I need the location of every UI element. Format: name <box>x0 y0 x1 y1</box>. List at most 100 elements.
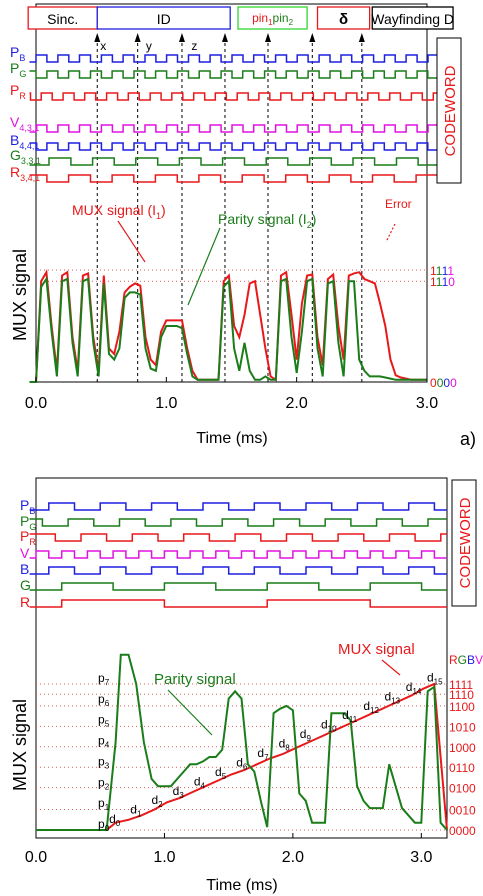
level-p-label: p7 <box>98 671 110 687</box>
channel-label-sub: R <box>19 91 26 101</box>
arrow-head <box>221 33 228 42</box>
level-digit: 1 <box>436 264 443 278</box>
level-label: 1110 <box>430 275 455 289</box>
channel-label-main: P <box>10 44 19 60</box>
channel-label-main: B <box>10 132 19 148</box>
level-digit: 1 <box>430 264 437 278</box>
x-tick-label: 0.0 <box>25 395 47 412</box>
channel-label-main: P <box>10 82 19 98</box>
channel-wave <box>29 142 454 151</box>
channel-label-sub: 4,4,1 <box>19 141 39 151</box>
x-tick-label: 3.0 <box>416 395 438 412</box>
step-d-label: d3 <box>173 784 185 800</box>
d-main: d <box>130 803 137 817</box>
d-main: d <box>215 765 222 779</box>
channel-label: R3,4,1 <box>10 164 40 183</box>
series-line <box>36 682 448 831</box>
rgbv-letter: R <box>449 653 458 667</box>
channel-label-main: G <box>20 577 31 593</box>
parity-name: Parity signal (I <box>218 211 307 227</box>
x-tick-label: 2.0 <box>286 395 308 412</box>
x-tick-label: 1.0 <box>153 849 175 866</box>
channel-label-main: P <box>20 528 29 544</box>
level-digit: 1 <box>430 275 437 289</box>
rgbv-letter: B <box>467 653 475 667</box>
header-label: δ <box>339 11 348 28</box>
channel-wave <box>29 550 447 559</box>
level-label: 0000 <box>430 376 457 390</box>
header-label: ID <box>157 11 171 27</box>
p-sub: 7 <box>105 678 110 687</box>
d-sub: 3 <box>179 791 184 800</box>
panel-b: PBPGPRVBGRCODEWORDp0p1p2p3p4p5p6p7d0d1d2… <box>10 477 483 894</box>
p-sub: 6 <box>105 699 110 708</box>
mux-sub: 1 <box>156 211 161 221</box>
step-d-label: d11 <box>342 708 358 724</box>
series-line <box>29 276 427 383</box>
channel-wave <box>29 54 454 63</box>
p-sub: 4 <box>105 741 110 750</box>
d-main: d <box>257 746 264 760</box>
p-sub: 1 <box>105 803 110 812</box>
d-sub: 2 <box>158 800 163 809</box>
level-code-label: 0010 <box>449 804 476 818</box>
pin1-label: pin <box>252 11 268 25</box>
level-p-label: p3 <box>98 754 110 770</box>
d-main: d <box>321 718 328 732</box>
channel-label: PG <box>20 513 36 532</box>
level-p-label: p2 <box>98 775 110 791</box>
d-sub: 1 <box>137 810 142 819</box>
channel-label: V <box>20 545 30 561</box>
d-sub: 11 <box>349 715 358 724</box>
channel-label-main: V <box>10 114 20 130</box>
channel-label-sub: G <box>29 522 36 532</box>
step-d-label: d2 <box>151 793 163 809</box>
channel-wave <box>29 502 447 511</box>
level-p-label: p0 <box>98 817 110 833</box>
channel-label-sub: R <box>29 537 36 547</box>
level-code-label: 1110 <box>449 688 474 702</box>
level-digit: 0 <box>448 275 455 289</box>
pin1-sub: 1 <box>268 18 273 27</box>
channel-label-sub: 3,4,1 <box>20 173 40 183</box>
error-label: Error <box>385 197 412 211</box>
mux-name: MUX signal (I <box>72 202 156 218</box>
d-main: d <box>151 793 158 807</box>
rgbv-letter: V <box>475 653 483 667</box>
channel-label-main: P <box>20 513 29 529</box>
channel-wave <box>29 533 447 542</box>
mux-pointer <box>381 659 401 676</box>
channel-label-sub: B <box>29 506 35 516</box>
channel-label: G3,3,1 <box>10 147 41 166</box>
arrow-head <box>309 33 316 42</box>
channel-label-sub: B <box>19 53 25 63</box>
channel-label: PB <box>20 497 35 516</box>
level-digit: 1 <box>436 275 443 289</box>
channel-wave <box>29 582 447 591</box>
codeword-label: CODEWORD <box>442 65 459 156</box>
channel-wave <box>29 157 454 166</box>
level-digit: 1 <box>447 264 454 278</box>
series-line <box>36 653 448 831</box>
p-main: p <box>98 796 105 810</box>
channel-label: PG <box>10 60 26 79</box>
level-p-label: p1 <box>98 796 110 812</box>
level-code-label: 0100 <box>449 782 476 796</box>
channel-label: B4,4,1 <box>10 132 39 151</box>
id-marker-label: z <box>191 39 197 53</box>
d-main: d <box>109 812 116 826</box>
header-box <box>316 6 371 30</box>
channel-label-main: V <box>20 545 30 561</box>
codeword-label: CODEWORD <box>457 497 474 588</box>
channel-label-main: P <box>10 60 19 76</box>
level-digit: 0 <box>443 376 450 390</box>
step-d-label: d9 <box>300 727 312 743</box>
step-d-label: d12 <box>363 699 379 715</box>
step-d-label: d5 <box>215 765 227 781</box>
step-d-label: d14 <box>406 680 422 696</box>
level-digit: 0 <box>430 376 437 390</box>
header-label: Sinc. <box>47 11 78 27</box>
channel-wave <box>29 599 447 608</box>
level-p-label: p5 <box>98 713 110 729</box>
